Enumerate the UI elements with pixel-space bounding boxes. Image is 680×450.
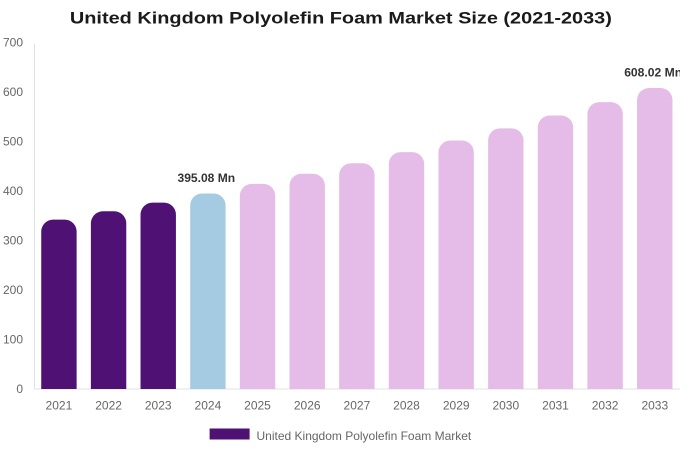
svg-text:2030: 2030 [492,399,519,413]
svg-text:2026: 2026 [294,399,321,413]
svg-text:608.02 Mn: 608.02 Mn [624,66,680,80]
svg-text:2032: 2032 [592,399,619,413]
svg-text:United Kingdom Polyolefin Foam: United Kingdom Polyolefin Foam Market [257,429,472,443]
svg-text:2025: 2025 [244,399,271,413]
svg-text:100: 100 [3,333,23,347]
svg-text:200: 200 [3,283,23,297]
svg-text:2022: 2022 [95,399,122,413]
svg-text:500: 500 [3,135,23,149]
svg-text:2031: 2031 [542,399,569,413]
svg-text:600: 600 [3,85,23,99]
svg-text:2029: 2029 [443,399,470,413]
svg-text:400: 400 [3,184,23,198]
svg-text:United Kingdom Polyolefin Foam: United Kingdom Polyolefin Foam Market Si… [70,9,612,28]
svg-text:2028: 2028 [393,399,420,413]
svg-text:2023: 2023 [145,399,172,413]
svg-text:2021: 2021 [46,399,73,413]
svg-text:2033: 2033 [641,399,668,413]
svg-text:0: 0 [16,382,23,396]
svg-text:2024: 2024 [195,399,222,413]
svg-text:2027: 2027 [344,399,371,413]
svg-text:395.08 Mn: 395.08 Mn [178,171,236,185]
svg-text:700: 700 [3,36,23,50]
svg-text:300: 300 [3,234,23,248]
